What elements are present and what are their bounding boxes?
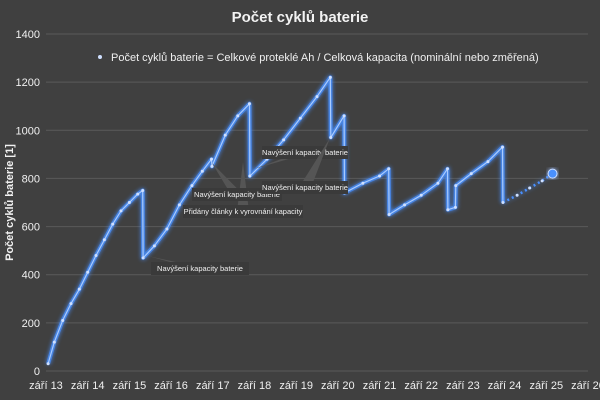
data-point bbox=[403, 203, 407, 207]
data-point bbox=[298, 116, 302, 120]
data-point bbox=[111, 222, 115, 226]
annotation-pointer bbox=[212, 163, 243, 195]
x-tick-label: září 24 bbox=[488, 380, 522, 392]
data-point bbox=[86, 270, 90, 274]
data-point bbox=[247, 102, 251, 106]
series-line-highlight bbox=[47, 76, 504, 364]
data-point bbox=[315, 95, 319, 99]
data-point bbox=[236, 114, 240, 118]
y-tick-label: 200 bbox=[22, 318, 40, 330]
data-point bbox=[61, 318, 65, 322]
data-point bbox=[378, 174, 382, 178]
data-point bbox=[46, 362, 50, 366]
data-point bbox=[102, 238, 106, 242]
x-tick-label: září 25 bbox=[529, 380, 563, 392]
x-tick-label: září 26 bbox=[571, 380, 600, 392]
data-point bbox=[141, 188, 145, 192]
y-tick-label: 1000 bbox=[16, 125, 40, 137]
data-point bbox=[223, 133, 227, 137]
data-point bbox=[486, 160, 490, 164]
data-point bbox=[94, 253, 98, 257]
data-point bbox=[515, 193, 519, 197]
data-point bbox=[469, 172, 473, 176]
data-point bbox=[361, 181, 365, 185]
annotation-text: Navýšení kapacity baterie bbox=[262, 148, 348, 157]
data-point bbox=[387, 213, 391, 217]
data-point bbox=[210, 164, 214, 168]
data-point bbox=[501, 145, 505, 149]
annotation-text: Navýšení kapacity baterie bbox=[157, 264, 243, 273]
data-point bbox=[501, 201, 505, 204]
annotation-box bbox=[192, 188, 282, 201]
data-point bbox=[328, 75, 332, 79]
annotation-pointer bbox=[299, 138, 330, 188]
data-point bbox=[127, 201, 131, 204]
annotation-pointer bbox=[237, 162, 249, 212]
y-tick-label: 400 bbox=[22, 270, 40, 282]
data-point bbox=[446, 208, 450, 212]
data-point bbox=[52, 340, 56, 344]
data-point bbox=[210, 157, 214, 161]
data-point bbox=[190, 184, 194, 188]
annotation-text: Navýšení kapacity baterie bbox=[194, 190, 280, 199]
x-tick-label: září 22 bbox=[404, 380, 438, 392]
data-point bbox=[445, 167, 449, 171]
x-tick-label: září 19 bbox=[279, 380, 313, 392]
legend-label: Počet cyklů baterie = Celkové proteklé A… bbox=[111, 52, 539, 64]
series-end-marker bbox=[547, 168, 558, 179]
data-point bbox=[419, 193, 423, 197]
data-point bbox=[248, 174, 252, 178]
data-point bbox=[282, 138, 286, 142]
data-point bbox=[329, 136, 333, 140]
x-tick-label: září 15 bbox=[113, 380, 147, 392]
annotation-box bbox=[262, 181, 348, 194]
x-tick-label: září 17 bbox=[196, 380, 230, 392]
data-point bbox=[165, 227, 169, 231]
x-tick-label: září 14 bbox=[71, 380, 105, 392]
data-point bbox=[436, 181, 440, 185]
annotation-text: Přidány články k vyrovnání kapacity bbox=[184, 207, 303, 216]
data-point bbox=[453, 205, 457, 209]
x-tick-label: září 18 bbox=[238, 380, 272, 392]
y-tick-label: 800 bbox=[22, 173, 40, 185]
y-tick-label: 600 bbox=[22, 222, 40, 234]
annotation-box bbox=[262, 146, 348, 159]
data-point bbox=[387, 167, 391, 171]
data-point bbox=[540, 179, 544, 183]
chart-title: Počet cyklů baterie bbox=[232, 9, 369, 26]
x-tick-label: září 16 bbox=[154, 380, 188, 392]
data-point bbox=[152, 244, 156, 248]
x-tick-label: září 23 bbox=[446, 380, 480, 392]
legend-swatch-marker bbox=[98, 55, 102, 59]
data-point bbox=[200, 169, 204, 173]
data-point bbox=[136, 192, 140, 196]
y-tick-label: 0 bbox=[34, 366, 40, 378]
data-point bbox=[454, 184, 458, 188]
x-tick-label: září 13 bbox=[29, 380, 63, 392]
annotation-box bbox=[183, 205, 303, 218]
y-tick-label: 1200 bbox=[16, 77, 40, 89]
annotation-box bbox=[151, 262, 249, 275]
data-point bbox=[77, 287, 81, 291]
x-tick-label: září 20 bbox=[321, 380, 355, 392]
data-point bbox=[69, 302, 73, 306]
y-tick-label: 1400 bbox=[16, 29, 40, 41]
series-line bbox=[46, 75, 505, 365]
data-point bbox=[528, 186, 532, 190]
data-point bbox=[141, 256, 145, 260]
y-axis-label: Počet cyklů baterie [1] bbox=[4, 144, 16, 261]
data-point bbox=[177, 203, 181, 207]
data-point bbox=[342, 114, 346, 118]
x-tick-label: září 21 bbox=[363, 380, 397, 392]
annotation-text: Navýšení kapacity baterie bbox=[262, 183, 348, 192]
data-point bbox=[119, 209, 123, 213]
